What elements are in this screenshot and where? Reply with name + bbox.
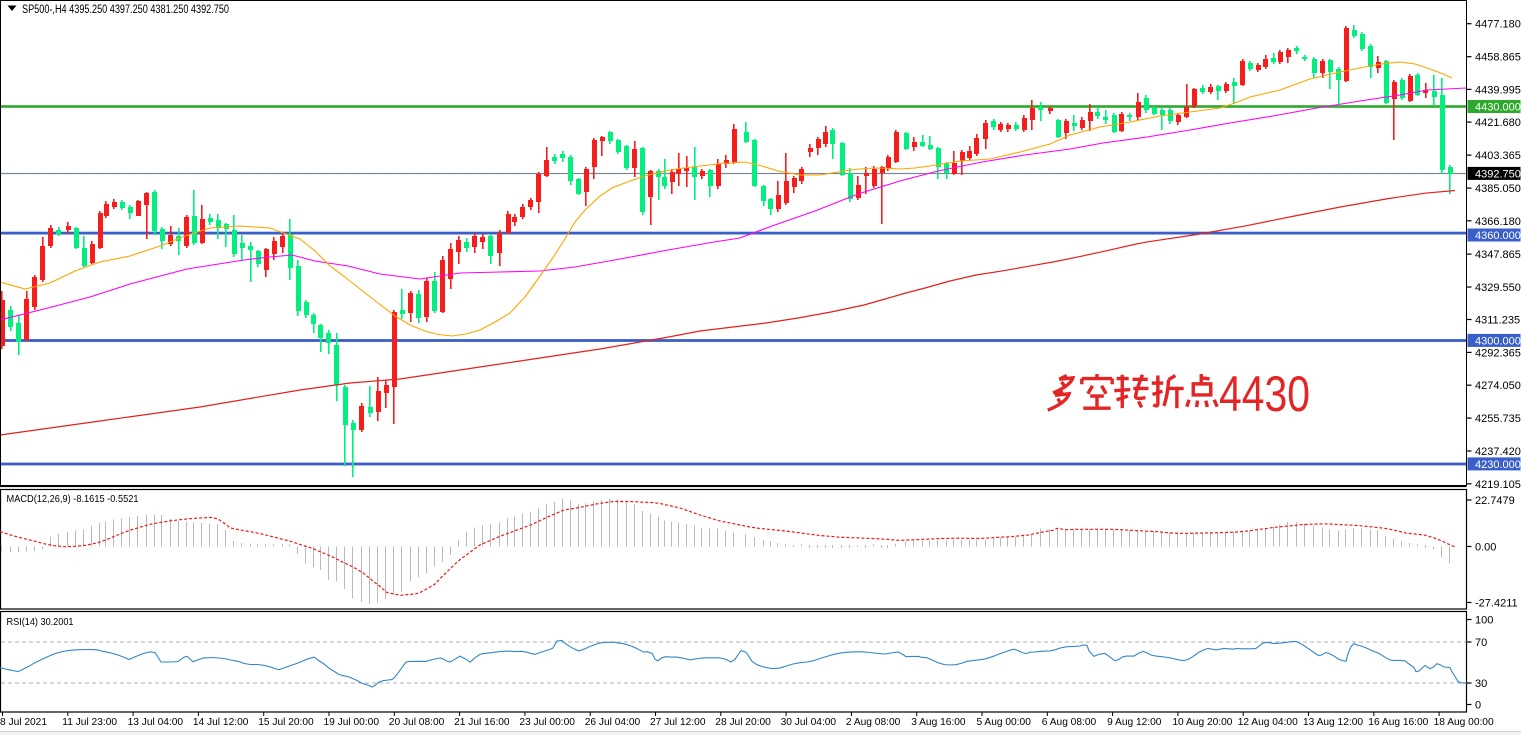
svg-text:4477.180: 4477.180 xyxy=(1475,19,1521,31)
svg-text:MACD(12,26,9) -8.1615 -0.5521: MACD(12,26,9) -8.1615 -0.5521 xyxy=(7,493,139,505)
svg-text:4366.180: 4366.180 xyxy=(1475,216,1521,228)
svg-text:14 Jul 12:00: 14 Jul 12:00 xyxy=(193,717,249,728)
svg-text:4403.365: 4403.365 xyxy=(1475,150,1521,162)
svg-text:4255.735: 4255.735 xyxy=(1475,413,1521,425)
svg-text:27 Jul 12:00: 27 Jul 12:00 xyxy=(650,717,706,728)
svg-text:9 Aug 12:00: 9 Aug 12:00 xyxy=(1107,717,1162,728)
svg-text:4458.865: 4458.865 xyxy=(1475,52,1521,64)
svg-text:4421.680: 4421.680 xyxy=(1475,117,1521,129)
svg-text:15 Jul 20:00: 15 Jul 20:00 xyxy=(258,717,314,728)
svg-text:4430: 4430 xyxy=(1219,366,1310,422)
svg-text:2 Aug 08:00: 2 Aug 08:00 xyxy=(846,717,901,728)
svg-text:-27.4211: -27.4211 xyxy=(1475,598,1518,610)
svg-text:4385.050: 4385.050 xyxy=(1475,183,1521,195)
svg-text:13 Aug 12:00: 13 Aug 12:00 xyxy=(1303,717,1363,728)
svg-text:22.7479: 22.7479 xyxy=(1475,495,1515,507)
svg-text:SP500-,H4 4395.250 4397.250 4: SP500-,H4 4395.250 4397.250 4381.250 439… xyxy=(22,4,229,16)
svg-text:11 Jul 23:00: 11 Jul 23:00 xyxy=(62,717,117,728)
svg-text:4430.000: 4430.000 xyxy=(1475,102,1521,114)
svg-text:28 Jul 20:00: 28 Jul 20:00 xyxy=(715,717,771,728)
svg-text:4219.105: 4219.105 xyxy=(1475,479,1521,491)
svg-text:4347.865: 4347.865 xyxy=(1475,249,1521,261)
svg-text:16 Aug 16:00: 16 Aug 16:00 xyxy=(1368,717,1428,728)
svg-text:4311.235: 4311.235 xyxy=(1475,315,1520,327)
svg-text:4392.750: 4392.750 xyxy=(1475,168,1521,180)
svg-text:10 Aug 20:00: 10 Aug 20:00 xyxy=(1172,717,1232,728)
svg-text:30: 30 xyxy=(1475,678,1487,690)
svg-text:0.00: 0.00 xyxy=(1475,542,1496,554)
svg-text:26 Jul 04:00: 26 Jul 04:00 xyxy=(585,717,641,728)
svg-text:5 Aug 00:00: 5 Aug 00:00 xyxy=(977,717,1032,728)
svg-text:100: 100 xyxy=(1475,615,1493,627)
svg-text:6 Aug 08:00: 6 Aug 08:00 xyxy=(1042,717,1097,728)
svg-text:30 Jul 04:00: 30 Jul 04:00 xyxy=(781,717,837,728)
svg-text:0: 0 xyxy=(1475,700,1481,712)
svg-text:19 Jul 00:00: 19 Jul 00:00 xyxy=(324,717,380,728)
svg-text:13 Jul 04:00: 13 Jul 04:00 xyxy=(128,717,184,728)
svg-text:21 Jul 16:00: 21 Jul 16:00 xyxy=(454,717,510,728)
svg-text:18 Aug 00:00: 18 Aug 00:00 xyxy=(1434,717,1494,728)
svg-text:4292.365: 4292.365 xyxy=(1475,347,1521,359)
svg-text:4274.050: 4274.050 xyxy=(1475,380,1521,392)
svg-text:4230.000: 4230.000 xyxy=(1475,459,1521,471)
svg-text:70: 70 xyxy=(1475,637,1487,649)
svg-text:8 Jul 2021: 8 Jul 2021 xyxy=(0,717,47,728)
svg-text:20 Jul 08:00: 20 Jul 08:00 xyxy=(389,717,445,728)
svg-text:3 Aug 16:00: 3 Aug 16:00 xyxy=(911,717,966,728)
svg-text:4300.000: 4300.000 xyxy=(1475,335,1521,347)
svg-text:23 Jul 00:00: 23 Jul 00:00 xyxy=(519,717,575,728)
svg-text:4439.995: 4439.995 xyxy=(1475,84,1521,96)
svg-text:12 Aug 04:00: 12 Aug 04:00 xyxy=(1238,717,1298,728)
svg-text:4329.550: 4329.550 xyxy=(1475,282,1521,294)
svg-text:4237.420: 4237.420 xyxy=(1475,446,1521,458)
svg-text:RSI(14) 30.2001: RSI(14) 30.2001 xyxy=(7,616,74,628)
svg-text:4360.000: 4360.000 xyxy=(1475,230,1521,242)
